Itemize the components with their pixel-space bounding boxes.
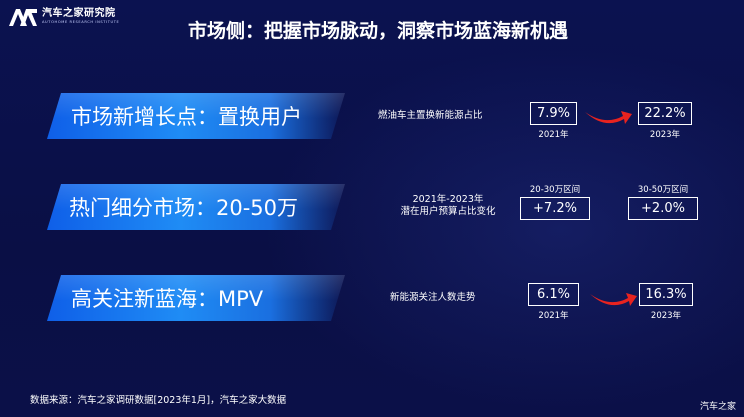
metric-label: 新能源关注人数走势 xyxy=(390,292,476,303)
value-box-2021: 6.1% xyxy=(528,283,579,306)
brand-name: 汽车之家研究院 xyxy=(42,8,116,20)
watermark: 汽车之家 xyxy=(699,402,736,412)
banner-hot-segment: 热门细分市场：20-50万 xyxy=(47,184,345,230)
page-title: 市场侧：把握市场脉动，洞察市场蓝海新机遇 xyxy=(188,20,569,42)
autohome-logo-icon xyxy=(9,9,37,26)
banner-mpv: 高关注新蓝海：MPV xyxy=(47,275,345,321)
banner-label: 热门细分市场：20-50万 xyxy=(69,196,299,220)
metric-label: 燃油车主置换新能源占比 xyxy=(378,110,483,121)
segment-value-box: +2.0% xyxy=(628,197,698,220)
year-label: 2021年 xyxy=(538,130,569,140)
metric-label-line: 潜在用户预算占比变化 xyxy=(400,206,496,218)
brand-name-en: AUTOHOME RESEARCH INSTITUTE xyxy=(42,20,120,25)
banner-label: 市场新增长点：置换用户 xyxy=(71,105,302,129)
growth-arrow-icon xyxy=(585,111,632,124)
brand-logo: 汽车之家研究院 AUTOHOME RESEARCH INSTITUTE xyxy=(8,7,119,27)
segment-value-box: +7.2% xyxy=(520,197,590,220)
year-label: 2023年 xyxy=(649,130,681,140)
banner-replacement-users: 市场新增长点：置换用户 xyxy=(47,93,345,139)
value-box-2021: 7.9% xyxy=(530,102,577,125)
growth-arrow-icon xyxy=(590,293,637,306)
year-label: 2021年 xyxy=(538,311,569,321)
segment-label: 20-30万区间 xyxy=(529,185,581,195)
metric-label: 2021年-2023年 潜在用户预算占比变化 xyxy=(388,194,508,219)
banner-label: 高关注新蓝海：MPV xyxy=(71,287,264,311)
metric-label-line: 2021年-2023年 xyxy=(412,194,484,205)
value-box-2023: 16.3% xyxy=(639,283,693,306)
year-label: 2023年 xyxy=(650,311,682,321)
data-source-note: 数据来源：汽车之家调研数据[2023年1月]，汽车之家大数据 xyxy=(30,395,287,406)
segment-label: 30-50万区间 xyxy=(637,185,689,195)
value-box-2023: 22.2% xyxy=(638,102,692,125)
